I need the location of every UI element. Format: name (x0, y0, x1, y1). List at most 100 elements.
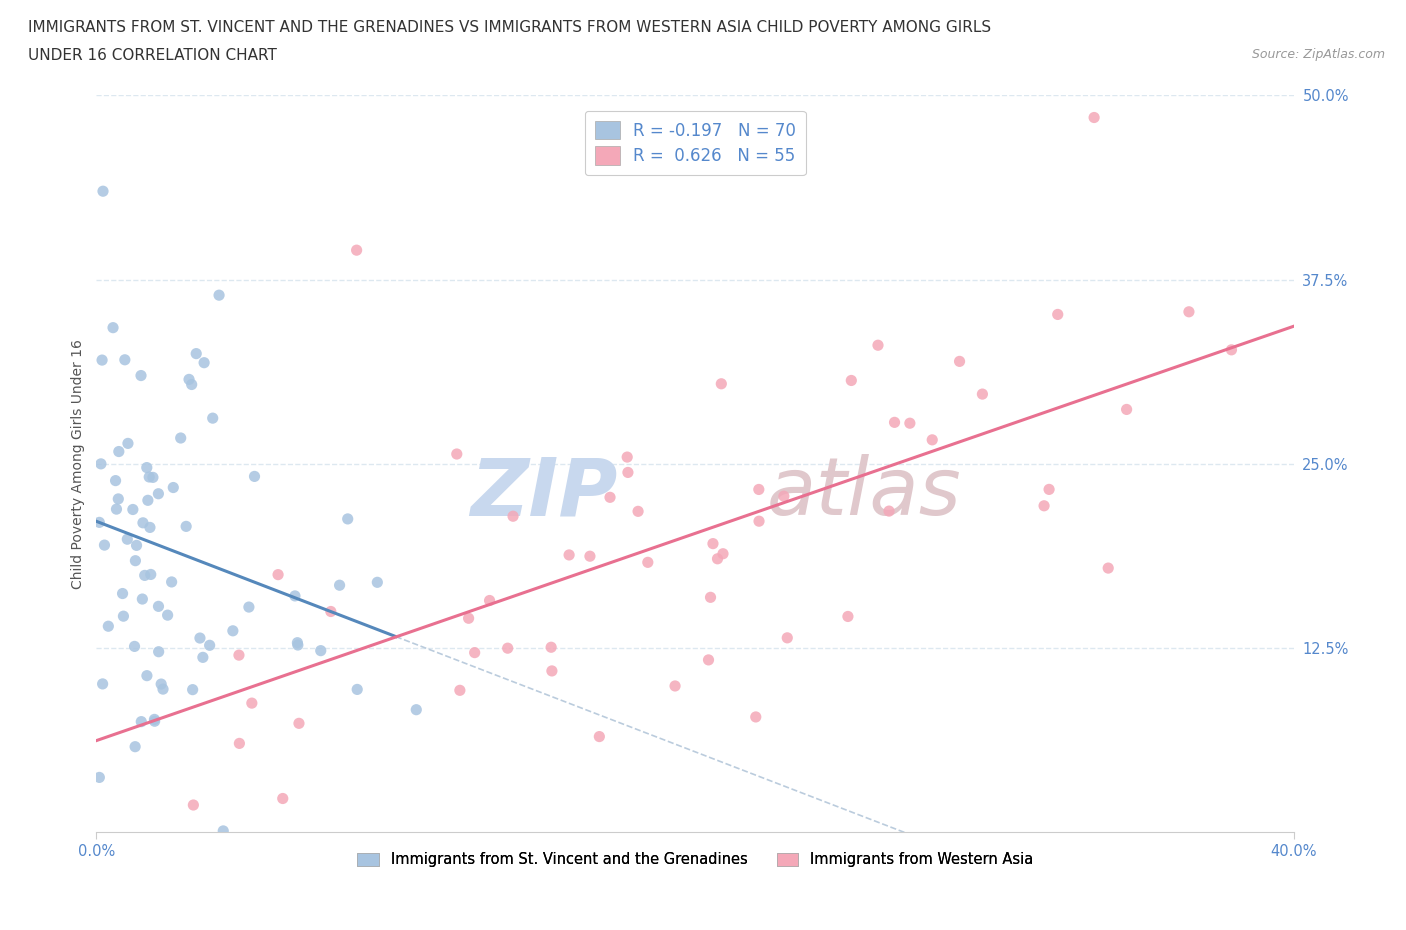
Point (541, 663, 564, 678)
Point (191, 650, 214, 665)
Point (1038, 482, 1060, 497)
Point (114, 352, 136, 367)
Text: UNDER 16 CORRELATION CHART: UNDER 16 CORRELATION CHART (28, 48, 277, 63)
Point (135, 669, 157, 684)
Point (142, 470, 165, 485)
Point (898, 416, 921, 431)
Point (152, 682, 174, 697)
Point (117, 532, 139, 547)
Point (174, 519, 197, 534)
Point (883, 415, 905, 430)
Point (464, 645, 486, 660)
Point (222, 623, 245, 638)
Point (710, 377, 733, 392)
Point (143, 714, 166, 729)
Point (91, 676, 114, 691)
Point (346, 682, 368, 697)
Point (129, 368, 152, 383)
Point (366, 575, 388, 590)
Point (228, 647, 250, 662)
Point (238, 600, 260, 615)
Point (579, 549, 602, 564)
Point (748, 482, 770, 497)
Point (91, 184, 114, 199)
Point (877, 504, 900, 519)
Point (496, 641, 519, 656)
Point (866, 338, 889, 352)
Point (111, 586, 134, 601)
Point (405, 702, 427, 717)
Point (540, 640, 562, 655)
Point (129, 714, 152, 729)
Point (93, 538, 115, 552)
Point (711, 546, 734, 561)
Point (181, 683, 204, 698)
Point (180, 377, 202, 392)
Point (309, 644, 332, 658)
Point (139, 520, 162, 535)
Point (89, 515, 111, 530)
Point (502, 509, 524, 524)
Point (446, 446, 468, 461)
Point (105, 501, 128, 516)
Point (1115, 402, 1137, 417)
Point (921, 432, 943, 447)
Point (948, 354, 970, 369)
Y-axis label: Child Poverty Among Girls Under 16: Child Poverty Among Girls Under 16 (72, 339, 86, 589)
Point (108, 445, 131, 459)
Text: atlas: atlas (768, 455, 962, 532)
Point (89, 770, 111, 785)
Point (193, 355, 215, 370)
Point (1046, 307, 1069, 322)
Point (702, 537, 724, 551)
Point (627, 504, 650, 519)
Point (699, 590, 721, 604)
Point (112, 609, 135, 624)
Point (287, 638, 309, 653)
Point (117, 436, 139, 451)
Point (107, 491, 129, 506)
Point (104, 473, 127, 488)
Point (183, 798, 205, 813)
Point (228, 736, 250, 751)
Point (449, 683, 471, 698)
Point (637, 555, 659, 570)
Point (558, 548, 581, 563)
Point (148, 486, 170, 501)
Point (240, 696, 263, 711)
Point (839, 373, 862, 388)
Point (177, 372, 200, 387)
Point (188, 631, 211, 645)
Point (697, 653, 720, 668)
Point (271, 791, 294, 806)
Point (773, 489, 796, 504)
Point (162, 480, 184, 495)
Point (457, 611, 479, 626)
Text: ZIP: ZIP (470, 455, 617, 532)
Point (170, 431, 193, 445)
Point (748, 513, 770, 528)
Point (91, 352, 114, 367)
Point (588, 729, 610, 744)
Point (90, 457, 112, 472)
Point (139, 567, 162, 582)
Point (776, 631, 799, 645)
Point (125, 538, 148, 552)
Point (148, 644, 170, 659)
Point (160, 575, 183, 590)
Point (319, 604, 342, 619)
Point (288, 716, 311, 731)
Point (346, 243, 368, 258)
Point (186, 346, 208, 361)
Point (599, 490, 621, 505)
Point (287, 635, 309, 650)
Point (201, 411, 224, 426)
Point (1178, 304, 1201, 319)
Point (1033, 498, 1056, 513)
Point (121, 502, 143, 517)
Point (208, 287, 231, 302)
Point (336, 512, 359, 526)
Point (124, 639, 146, 654)
Point (132, 515, 155, 530)
Text: Source: ZipAtlas.com: Source: ZipAtlas.com (1251, 48, 1385, 61)
